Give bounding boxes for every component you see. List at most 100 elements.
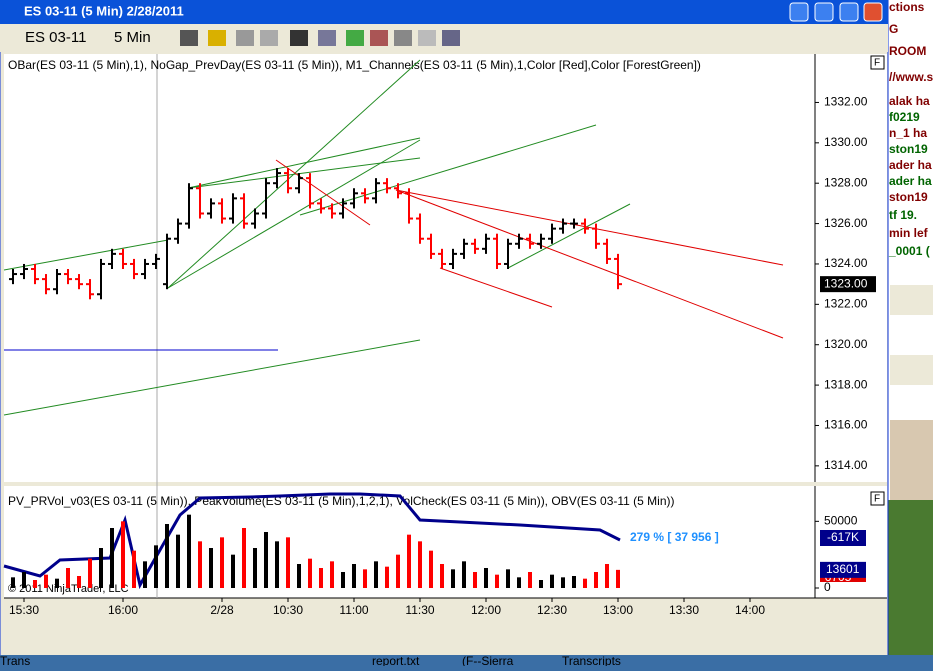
panel-button[interactable] — [870, 55, 885, 70]
y-tick-label: 1330.00 — [824, 135, 868, 149]
volume-bar — [165, 524, 169, 588]
close-button[interactable] — [863, 2, 883, 22]
last-price-label: 1323.00 — [824, 276, 868, 290]
y-tick-label: 1328.00 — [824, 175, 868, 189]
volume-bar — [231, 554, 235, 588]
volume-bar — [572, 576, 576, 588]
y-tick-label: 1316.00 — [824, 418, 868, 432]
x-tick-label: 13:30 — [669, 603, 699, 617]
volume-bar — [561, 577, 565, 588]
volume-bar — [110, 528, 114, 588]
volume-bar — [220, 537, 224, 588]
other-window-text: G — [889, 22, 898, 36]
restore-button[interactable] — [839, 2, 859, 22]
volume-bar — [374, 561, 378, 588]
other-window-text: ctions — [889, 0, 925, 14]
volume-bar — [616, 569, 620, 588]
volume-bar — [44, 574, 48, 588]
taskbar-item[interactable]: report.txt — [372, 654, 420, 668]
taskbar-item[interactable]: (F--Sierra — [462, 654, 514, 668]
other-panel — [890, 355, 933, 385]
panel-button-label: F — [874, 494, 880, 505]
y-tick-label: 1318.00 — [824, 377, 868, 391]
volume-bar — [594, 572, 598, 588]
volume-indicators: PV_PRVol_v03(ES 03-11 (5 Min)), PeakVolu… — [8, 494, 675, 508]
volume-bar — [440, 564, 444, 588]
other-window-text: ader ha — [889, 158, 932, 172]
volume-bar — [187, 514, 191, 588]
volume-bar — [539, 580, 543, 588]
y-tick-label: 1314.00 — [824, 458, 868, 472]
volume-bar — [484, 568, 488, 588]
volume-bar — [517, 577, 521, 588]
volume-bar — [550, 574, 554, 588]
x-tick-label: 15:30 — [9, 603, 39, 617]
y-tick-label: 1324.00 — [824, 256, 868, 270]
volume-bar — [473, 572, 477, 588]
maximize-button[interactable] — [814, 2, 834, 22]
volume-bar — [253, 548, 257, 588]
volume-bar — [495, 574, 499, 588]
volume-bar — [242, 528, 246, 588]
volume-bar — [297, 564, 301, 588]
volume-bar — [99, 548, 103, 588]
volume-tick-label: 50000 — [824, 514, 858, 528]
volume-bar — [605, 564, 609, 588]
taskbar-item[interactable]: Transcripts — [562, 654, 621, 668]
x-tick-label: 14:00 — [735, 603, 765, 617]
green-channels — [3, 59, 631, 416]
y-tick-label: 1326.00 — [824, 216, 868, 230]
other-window-text: _0001 ( — [888, 244, 930, 258]
volume-bar — [66, 568, 70, 588]
volume-bar — [176, 534, 180, 588]
other-panel — [890, 285, 933, 315]
last-volume-box — [820, 561, 866, 578]
volume-bar — [121, 521, 125, 588]
interval-selector[interactable]: 5 Min — [114, 29, 151, 46]
y-tick-label: 1332.00 — [824, 95, 868, 109]
other-image — [890, 420, 933, 500]
volume-bar — [143, 561, 147, 588]
x-tick-label: 12:30 — [537, 603, 567, 617]
volume-bar — [385, 566, 389, 588]
volume-bar — [583, 578, 587, 588]
other-window-text: ston19 — [889, 190, 928, 204]
minimize-button[interactable] — [789, 2, 809, 22]
x-tick-label: 16:00 — [108, 603, 138, 617]
volume-bar — [528, 572, 532, 588]
obv-box — [820, 530, 866, 546]
other-window-text: //www.s — [889, 70, 933, 84]
other-window-text: n_1 ha — [889, 126, 927, 140]
other-window-text: ston19 — [889, 142, 928, 156]
price-indicators: OBar(ES 03-11 (5 Min),1), NoGap_PrevDay(… — [8, 58, 701, 72]
volume-bar — [11, 577, 15, 588]
instrument-selector[interactable]: ES 03-11 — [25, 29, 86, 46]
price-axis — [815, 54, 887, 482]
volume-bar — [77, 576, 81, 588]
x-tick-label: 12:00 — [471, 603, 501, 617]
other-window-text: f0219 — [889, 110, 920, 124]
volume-bar — [275, 541, 279, 588]
obv-label: -617K — [827, 530, 859, 544]
volume-bar — [462, 561, 466, 588]
taskbar-item[interactable]: Trans — [0, 654, 30, 668]
volume-bar — [506, 569, 510, 588]
volume-bar — [209, 548, 213, 588]
other-window-text: ader ha — [889, 174, 932, 188]
other-window-text: alak ha — [889, 94, 930, 108]
volume-bar — [154, 545, 158, 588]
window-title: ES 03-11 (5 Min) 2/28/2011 — [24, 3, 184, 18]
other-window-text: min lef — [889, 226, 929, 240]
copyright: © 2011 NinjaTrader, LLC — [8, 583, 129, 595]
panel-button[interactable] — [870, 491, 885, 506]
volume-bar — [55, 578, 59, 588]
last-volume-label: 13601 — [826, 562, 860, 576]
volume-bar — [308, 558, 312, 588]
taskbar — [0, 655, 933, 666]
desktop — [886, 500, 933, 660]
volume-bar — [22, 572, 26, 588]
volume-bar — [429, 550, 433, 588]
toolbar-icons — [180, 30, 460, 46]
